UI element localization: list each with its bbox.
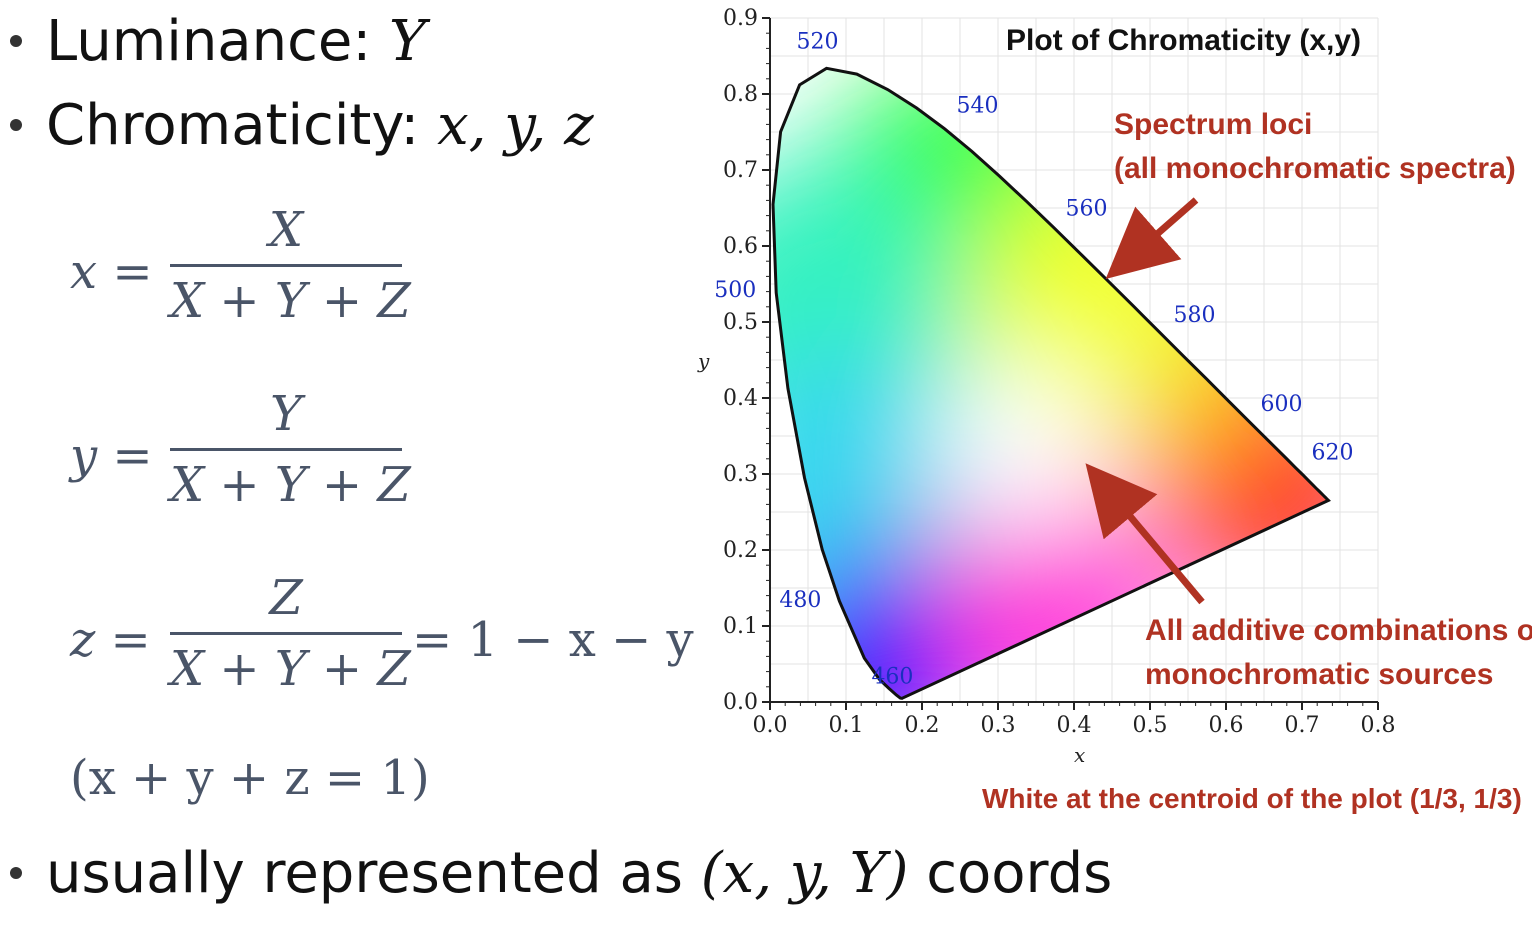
luminance-symbol: Y bbox=[389, 9, 427, 74]
fraction-bar bbox=[170, 264, 402, 267]
chromaticity-symbol: x, y, z bbox=[437, 93, 594, 158]
wavelength-label: 480 bbox=[779, 588, 821, 613]
bullet-dot-icon bbox=[10, 118, 22, 131]
x-axis-label: x bbox=[1074, 743, 1085, 767]
fraction-bar bbox=[170, 448, 402, 451]
wavelength-label: 460 bbox=[871, 664, 913, 689]
annotation-monochromatic-sources: monochromatic sources bbox=[1145, 658, 1493, 691]
y-tick-label: 0.3 bbox=[723, 462, 758, 487]
bullet-dot-icon bbox=[10, 866, 22, 879]
eq-z-lhs: z = bbox=[70, 612, 151, 668]
spectral-locus-line bbox=[771, 66, 1331, 700]
constraint-note: (x + y + z = 1) bbox=[70, 750, 430, 806]
bullet-dot-icon bbox=[10, 34, 22, 47]
eq-z-tail: = 1 − x − y bbox=[412, 612, 694, 668]
bullet-luminance: Luminance: Y bbox=[10, 10, 426, 74]
x-tick-label: 0.3 bbox=[981, 713, 1016, 738]
x-tick-label: 0.2 bbox=[905, 713, 940, 738]
wavelength-label: 540 bbox=[956, 94, 998, 119]
y-tick-label: 0.6 bbox=[723, 234, 758, 259]
x-tick-label: 0.8 bbox=[1361, 713, 1396, 738]
x-tick-label: 0.5 bbox=[1133, 713, 1168, 738]
wavelength-labels: 460 480 500 520 540 560 580 600 620 bbox=[714, 29, 1353, 689]
eq-x-numerator: X bbox=[268, 202, 304, 258]
y-tick-label: 0.1 bbox=[723, 614, 758, 639]
eq-z-numerator: Z bbox=[269, 570, 303, 626]
chromaticity-fill bbox=[773, 68, 1329, 699]
annotation-spectrum-loci: Spectrum loci bbox=[1114, 108, 1312, 141]
y-axis-label: y bbox=[697, 349, 710, 373]
representation-coords: (x, y, Y) bbox=[700, 841, 909, 906]
eq-z-fraction: Z X + Y + Z bbox=[170, 568, 411, 699]
x-tick-label: 0.0 bbox=[753, 713, 788, 738]
representation-prefix: usually represented as bbox=[46, 841, 683, 906]
eq-y-denominator: X + Y + Z bbox=[170, 457, 411, 513]
eq-x-lhs: x = bbox=[70, 244, 153, 300]
luminance-label: Luminance: bbox=[46, 9, 372, 74]
eq-x-denominator: X + Y + Z bbox=[170, 273, 411, 329]
eq-z-denominator: X + Y + Z bbox=[170, 641, 411, 697]
y-tick-label: 0.7 bbox=[723, 158, 758, 183]
representation-suffix: coords bbox=[926, 841, 1113, 906]
chart-axes: 0.0 0.1 0.2 0.3 0.4 0.5 0.6 0.7 0.8 0.0 0.1 0.2 0.3 0… bbox=[723, 6, 1396, 738]
wavelength-label: 620 bbox=[1312, 441, 1354, 466]
fraction-bar bbox=[170, 632, 402, 635]
annotation-monochromatic-spectra: (all monochromatic spectra) bbox=[1114, 152, 1516, 185]
wavelength-label: 500 bbox=[714, 278, 756, 303]
annotation-white-centroid: White at the centroid of the plot (1/3, … bbox=[982, 783, 1522, 814]
eq-y-fraction: Y X + Y + Z bbox=[170, 384, 411, 515]
eq-y-numerator: Y bbox=[270, 386, 302, 442]
arrow-to-interior bbox=[1085, 463, 1205, 605]
wavelength-label: 600 bbox=[1261, 392, 1303, 417]
wavelength-label: 580 bbox=[1174, 303, 1216, 328]
chromaticity-chart: 0.0 0.1 0.2 0.3 0.4 0.5 0.6 0.7 0.8 0.0 0.1 0.2 0.3 0… bbox=[697, 6, 1532, 814]
chromaticity-label: Chromaticity: bbox=[46, 93, 420, 158]
y-tick-label: 0.0 bbox=[723, 690, 758, 715]
bullet-representation: usually represented as (x, y, Y) coords bbox=[10, 842, 1112, 906]
bullet-chromaticity: Chromaticity: x, y, z bbox=[10, 94, 594, 158]
eq-x-fraction: X X + Y + Z bbox=[170, 200, 411, 331]
y-tick-label: 0.2 bbox=[723, 538, 758, 563]
arrow-to-locus bbox=[1105, 197, 1199, 280]
y-tick-label: 0.9 bbox=[723, 6, 758, 31]
chart-title: Plot of Chromaticity (x,y) bbox=[1006, 24, 1361, 57]
eq-y-lhs: y = bbox=[70, 428, 153, 484]
x-tick-label: 0.4 bbox=[1057, 713, 1092, 738]
x-tick-label: 0.7 bbox=[1285, 713, 1320, 738]
annotation-additive-combinations: All additive combinations of bbox=[1145, 614, 1532, 647]
wavelength-label: 520 bbox=[796, 29, 838, 54]
y-tick-label: 0.4 bbox=[723, 386, 758, 411]
color-blob-white bbox=[935, 366, 1106, 537]
x-tick-label: 0.6 bbox=[1209, 713, 1244, 738]
wavelength-label: 560 bbox=[1066, 196, 1108, 221]
y-tick-label: 0.5 bbox=[723, 310, 758, 335]
y-tick-label: 0.8 bbox=[723, 82, 758, 107]
x-tick-label: 0.1 bbox=[829, 713, 864, 738]
